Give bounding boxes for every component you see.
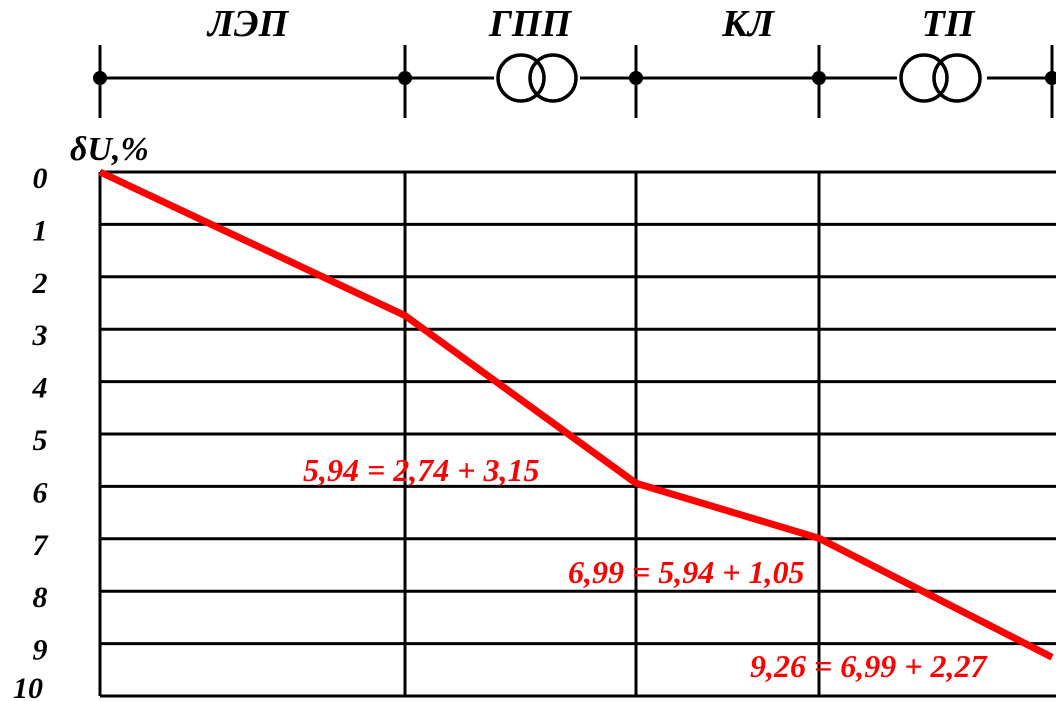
annotation-tp: 9,26 = 6,99 + 2,27	[750, 648, 988, 684]
y-tick-label: 1	[33, 214, 48, 247]
voltage-drop-curve	[98, 168, 1054, 661]
y-tick-label: 0	[33, 162, 48, 195]
node-dot	[93, 71, 107, 85]
node-dot	[398, 71, 412, 85]
annotation-kl: 6,99 = 5,94 + 1,05	[568, 554, 804, 590]
y-tick-label: 5	[33, 424, 48, 457]
y-tick-label: 8	[33, 581, 48, 614]
y-tick-label: 6	[33, 476, 48, 509]
y-tick-label: 2	[32, 267, 48, 300]
node-dot	[629, 71, 643, 85]
section-label-lep: ЛЭП	[206, 3, 290, 45]
y-tick-label: 10	[13, 672, 43, 701]
transformer-tp-icon	[897, 53, 987, 103]
transformer-gpp-icon	[494, 53, 580, 103]
section-label-kl: КЛ	[721, 3, 776, 45]
y-tick-label: 3	[32, 319, 48, 352]
y-tick-labels: 0 1 2 3 4 5 6 7 8 9 10	[13, 162, 49, 701]
node-dot	[1045, 71, 1056, 85]
chart-grid	[98, 170, 1056, 698]
annotation-gpp: 5,94 = 2,74 + 3,15	[303, 452, 539, 488]
y-tick-label: 4	[32, 372, 48, 405]
node-dot	[812, 71, 826, 85]
power-scheme: ЛЭП ГПП КЛ ТП	[93, 3, 1056, 118]
y-tick-label: 9	[33, 634, 48, 667]
y-tick-label: 7	[33, 529, 49, 562]
y-axis-label: δU,%	[70, 131, 149, 168]
section-label-tp: ТП	[922, 3, 976, 45]
section-label-gpp: ГПП	[488, 3, 573, 45]
